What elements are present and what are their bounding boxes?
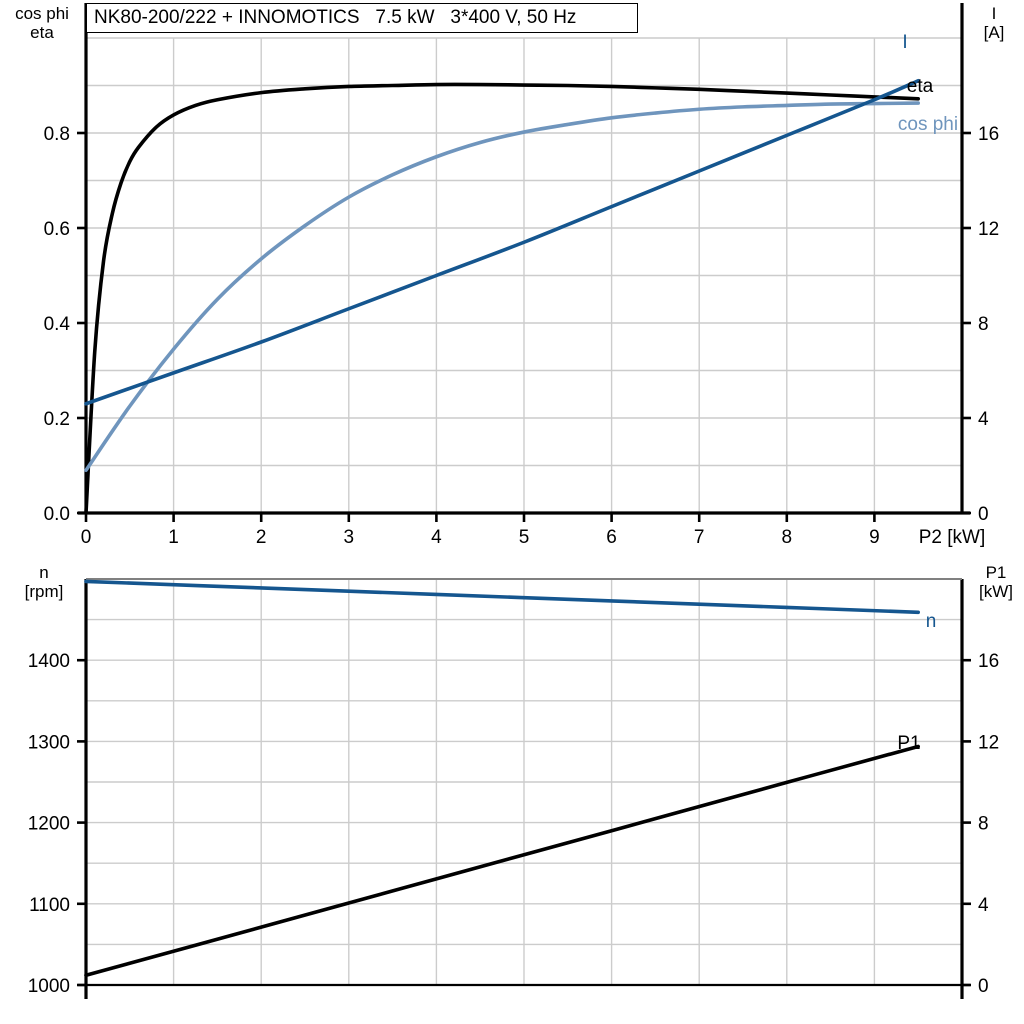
- curve-label-current: I: [902, 32, 907, 53]
- curve-cos-phi: [84, 101, 920, 473]
- curve-label-eta: eta: [907, 76, 934, 97]
- chart-title: NK80-200/222 + INNOMOTICS 7.5 kW 3*400 V…: [94, 7, 577, 28]
- bottom-left-tick-label: 1100: [29, 895, 70, 916]
- top-x-tick-label: 9: [869, 527, 880, 548]
- top-x-tick-label: 5: [519, 527, 530, 548]
- top-right-tick-label: 16: [978, 124, 999, 145]
- bottom-right-tick-label: 0: [978, 976, 989, 997]
- top-right-axis-label: I [A]: [983, 4, 1005, 42]
- bottom-left-tick-label: 1200: [28, 814, 70, 835]
- top-x-tick-label: 4: [431, 527, 442, 548]
- bottom-left-axis-label: n [rpm]: [24, 563, 64, 601]
- top-x-tick-label: 6: [606, 527, 617, 548]
- curve-n: [84, 579, 920, 615]
- bottom-chart-svg: 1000 1100 1200 1300 1400 0 4 8 12 16 n P1: [28, 578, 999, 999]
- top-x-tick-label: 1: [168, 527, 179, 548]
- top-left-axis-label: cos phi eta: [15, 4, 69, 42]
- top-left-tick-label: 0.8: [44, 124, 70, 145]
- curve-label-p1: P1: [897, 733, 920, 754]
- top-right-tick-label: 12: [978, 219, 999, 240]
- curve-label-speed: n: [926, 611, 937, 632]
- bottom-right-tick-label: 8: [978, 814, 989, 835]
- bottom-right-tick-label: 12: [978, 732, 999, 753]
- curve-P1: [84, 744, 920, 978]
- chart-title-box: NK80-200/222 + INNOMOTICS 7.5 kW 3*400 V…: [86, 3, 638, 33]
- bottom-left-tick-label: 1300: [28, 732, 70, 753]
- top-gridlines: [85, 37, 963, 514]
- bottom-left-tick-label: 1400: [28, 651, 70, 672]
- top-x-tick-label: 8: [782, 527, 793, 548]
- top-right-tick-label: 4: [978, 409, 989, 430]
- curve-label-cos-phi: cos phi: [898, 114, 958, 135]
- top-right-tick-label: 0: [978, 504, 989, 525]
- curve-I: [84, 78, 920, 406]
- bottom-right-tick-label: 4: [978, 895, 989, 916]
- bottom-left-tick-label: 1000: [28, 976, 70, 997]
- top-x-tick-label: 2: [256, 527, 267, 548]
- bottom-right-axis-label: P1 [kW]: [979, 563, 1013, 601]
- bottom-gridlines: [85, 578, 963, 986]
- top-left-tick-label: 0.4: [44, 314, 71, 335]
- bottom-right-tick-label: 16: [978, 651, 999, 672]
- top-left-tick-label: 0.2: [44, 409, 70, 430]
- top-right-tick-label: 8: [978, 314, 989, 335]
- curve-eta: [84, 82, 920, 515]
- top-x-axis-title: P2 [kW]: [919, 527, 986, 548]
- bottom-axes: [78, 578, 970, 999]
- top-x-tick-label: 0: [81, 527, 92, 548]
- top-x-tick-label: 7: [694, 527, 705, 548]
- top-chart-panel: cos phi eta I [A] NK80-200/222 + INNOMOT…: [15, 3, 1005, 548]
- top-left-tick-label: 0.0: [44, 504, 70, 525]
- top-x-tick-label: 3: [344, 527, 355, 548]
- top-left-tick-label: 0.6: [44, 219, 70, 240]
- bottom-chart-panel: n [rpm] P1 [kW] 1000 1100 1200 1300 1400 0 4 8 1…: [0, 550, 1024, 1024]
